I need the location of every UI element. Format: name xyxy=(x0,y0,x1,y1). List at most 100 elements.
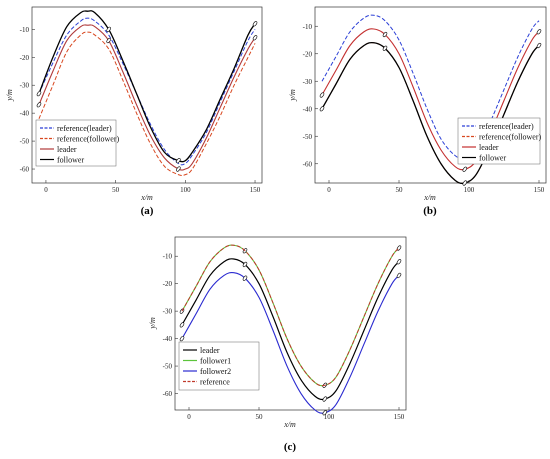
panel-a-vehicle-marker xyxy=(176,158,181,164)
panel-b-vehicle-marker xyxy=(319,106,325,112)
panel-a-legend-label: reference(follower) xyxy=(57,134,120,143)
panel-b-legend-label: follower xyxy=(479,153,506,162)
panel-c-label: (c) xyxy=(284,441,297,453)
panel-a-legend-label: follower xyxy=(57,155,84,164)
panel-b-vehicle-marker xyxy=(462,180,467,186)
panel-b-xlabel: x/m xyxy=(423,193,436,202)
panel-c-xtick-label: 0 xyxy=(187,413,191,421)
panel-c-vehicle-marker xyxy=(396,259,402,265)
panel-a-vehicle-marker xyxy=(252,35,258,41)
panel-c-legend-label: follower1 xyxy=(200,356,231,365)
panel-b-vehicle-marker xyxy=(536,29,542,35)
panel-c: 0 50 100 150 -10 -20 -30 -40 -50 -60 x/m y/m lead… xyxy=(148,236,407,453)
panel-c-vehicle-marker xyxy=(179,322,185,328)
panel-a-xtick-label: 0 xyxy=(44,186,48,194)
panel-c-ticks: 0 50 100 150 -10 -20 -30 -40 -50 -60 xyxy=(163,253,405,421)
panel-b-label: (b) xyxy=(423,205,437,217)
panel-c-ylabel: y/m xyxy=(148,317,157,330)
panel-b: 0 50 100 150 -10 -20 -30 -40 -50 -60 x/m y/m refe… xyxy=(288,6,547,217)
panel-b-ylabel: y/m xyxy=(288,89,297,102)
panel-c-ytick-label: -40 xyxy=(163,335,173,343)
panel-a-series-2-line xyxy=(38,24,256,171)
panel-b-xtick-label: 50 xyxy=(396,186,404,194)
panel-a-legend-label: reference(leader) xyxy=(57,124,112,133)
panel-a-ytick-label: -30 xyxy=(20,82,30,90)
panel-c-legend-label: leader xyxy=(200,346,220,355)
panel-b-ytick-label: -30 xyxy=(303,78,313,86)
panel-c-legend-label: follower2 xyxy=(200,367,231,376)
panel-a-vehicle-marker xyxy=(106,37,111,44)
panel-c-xtick-label: 100 xyxy=(324,413,335,421)
panel-a-ytick-label: -10 xyxy=(20,26,30,34)
panel-a-ticks: 0 50 100 150 -10 -20 -30 -40 -50 -60 xyxy=(20,26,261,194)
panel-b-ytick-label: -10 xyxy=(303,23,313,31)
panel-b-series-2-line xyxy=(321,28,540,171)
panel-b-series-layer xyxy=(319,14,542,186)
panel-c-xtick-label: 50 xyxy=(256,413,264,421)
panel-b-xtick-label: 0 xyxy=(327,186,331,194)
panel-b-legend-entries: reference(leader)reference(follower) lead… xyxy=(462,122,542,162)
panel-c-ytick-label: -50 xyxy=(163,363,173,371)
panel-b-ytick-label: -60 xyxy=(303,160,313,168)
panel-a-legend-label: leader xyxy=(57,145,77,154)
panel-c-series-0-line xyxy=(181,258,400,401)
panel-b-legend-label: reference(follower) xyxy=(479,132,542,141)
panel-a-vehicle-marker xyxy=(36,102,42,108)
panel-b-xtick-label: 100 xyxy=(464,186,475,194)
panel-a-vehicle-marker xyxy=(252,21,258,27)
panel-b-vehicle-marker xyxy=(462,166,467,172)
panel-b-ticks: 0 50 100 150 -10 -20 -30 -40 -50 -60 xyxy=(303,23,545,194)
panel-a-ytick-label: -60 xyxy=(20,166,30,174)
panel-c-plot-frame xyxy=(174,236,407,411)
panel-a-plot-frame xyxy=(31,6,263,184)
panel-a-xtick-label: 100 xyxy=(180,186,191,194)
panel-c-ytick-label: -30 xyxy=(163,308,173,316)
panel-a-vehicle-marker xyxy=(106,26,111,32)
panel-b-vehicle-marker xyxy=(382,31,388,38)
panel-c-series-2-line xyxy=(181,271,400,414)
panel-a-vehicle-marker xyxy=(36,91,42,97)
panel-a-legend-entries: reference(leader)reference(follower) lead… xyxy=(40,124,120,164)
panel-a: 0 50 100 150 -10 -20 -30 -40 -50 -60 x/m y/m refe… xyxy=(5,6,263,217)
panel-c-vehicle-marker xyxy=(396,272,402,279)
panel-c-vehicle-marker xyxy=(179,336,185,342)
panel-b-legend-label: reference(leader) xyxy=(479,122,534,131)
panel-b-plot-frame xyxy=(314,6,547,184)
panel-a-series-3-line xyxy=(38,10,256,163)
panel-c-vehicle-marker xyxy=(242,275,248,281)
panel-b-xtick-label: 150 xyxy=(534,186,545,194)
panel-c-xtick-label: 150 xyxy=(394,413,405,421)
panel-a-ytick-label: -40 xyxy=(20,110,30,118)
panel-b-ytick-label: -50 xyxy=(303,133,313,141)
panel-c-vehicle-marker xyxy=(322,396,327,402)
panel-b-vehicle-marker xyxy=(536,42,542,49)
panel-c-ytick-label: -10 xyxy=(163,253,173,261)
panel-b-vehicle-marker xyxy=(382,45,388,51)
panel-a-series-0-line xyxy=(38,17,256,166)
panel-c-xlabel: x/m xyxy=(283,420,296,429)
panel-c-series-layer xyxy=(179,244,402,416)
panel-b-ytick-label: -40 xyxy=(303,105,313,113)
panel-b-ytick-label: -20 xyxy=(303,50,313,58)
panel-c-vehicle-marker xyxy=(242,261,248,268)
panel-b-legend-label: leader xyxy=(479,143,499,152)
panel-a-ytick-label: -20 xyxy=(20,54,30,62)
panel-c-series-3-line xyxy=(181,244,400,387)
panel-c-ytick-label: -60 xyxy=(163,390,173,398)
panel-b-series-0-line xyxy=(321,14,540,160)
panel-a-xlabel: x/m xyxy=(140,193,153,202)
panel-a-vehicle-marker xyxy=(176,166,181,172)
panel-a-xtick-label: 150 xyxy=(250,186,261,194)
panel-b-series-3-line xyxy=(321,41,540,185)
panel-a-ylabel: y/m xyxy=(5,89,14,102)
panel-c-legend-label: reference xyxy=(200,377,230,386)
panel-b-vehicle-marker xyxy=(319,92,325,98)
panel-c-vehicle-marker xyxy=(322,410,327,416)
panel-a-xtick-label: 50 xyxy=(112,186,120,194)
panel-c-ytick-label: -20 xyxy=(163,280,173,288)
panel-a-label: (a) xyxy=(141,205,154,217)
panel-a-series-layer xyxy=(36,10,258,176)
panel-a-ytick-label: -50 xyxy=(20,138,30,146)
